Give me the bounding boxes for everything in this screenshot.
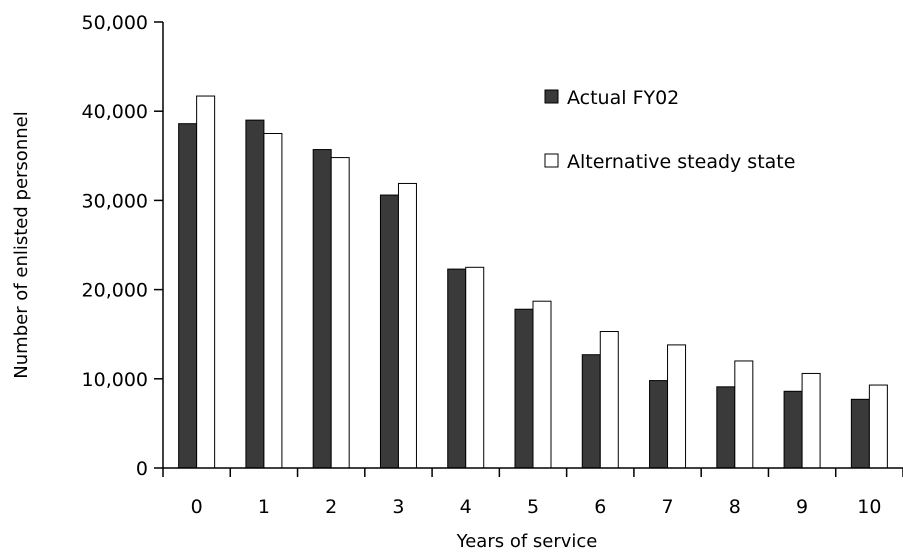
bar-alternative-steady-state-4 [465,266,485,469]
bar-alternative-steady-state-6 [599,331,619,469]
y-tick-label-10000: 10,000 [82,369,148,391]
bar-actual-fy02-10 [850,398,870,469]
y-tick-label-30000: 30,000 [82,190,148,212]
bar-alternative-steady-state-9 [801,372,821,469]
y-tick-label-20000: 20,000 [82,280,148,302]
bar-actual-fy02-2 [312,149,332,469]
x-tick-label-7: 7 [661,496,673,518]
x-axis-title: Years of service [456,531,598,552]
bar-actual-fy02-0 [178,123,198,469]
y-axis-title: Number of enlisted personnel [11,111,32,378]
bar-alternative-steady-state-7 [667,344,687,469]
bar-actual-fy02-9 [783,390,803,469]
bar-actual-fy02-4 [447,268,467,469]
x-tick-label-6: 6 [594,496,606,518]
bar-actual-fy02-6 [581,354,601,469]
y-tick-label-50000: 50,000 [82,12,148,34]
bar-alternative-steady-state-10 [868,384,888,469]
bar-alternative-steady-state-0 [196,95,216,469]
bar-actual-fy02-1 [245,119,265,469]
legend-swatch-actual-fy02 [544,89,559,104]
bar-alternative-steady-state-2 [330,157,350,469]
y-axis-ticks: 0 10,000 20,000 30,000 40,000 50,000 [82,12,163,480]
x-tick-label-4: 4 [460,496,472,518]
bar-alternative-steady-state-5 [532,300,552,469]
x-tick-label-9: 9 [796,496,808,518]
legend-label-actual-fy02: Actual FY02 [567,87,679,109]
bar-alternative-steady-state-3 [397,182,417,469]
bar-actual-fy02-5 [514,308,534,469]
legend-label-alternative-steady-state: Alternative steady state [567,151,795,173]
bar-alternative-steady-state-1 [263,133,283,469]
x-axis-ticks: 0 1 2 3 4 5 6 7 8 9 10 [162,468,903,518]
x-tick-label-5: 5 [527,496,539,518]
x-tick-label-1: 1 [258,496,270,518]
bar-alternative-steady-state-8 [734,360,754,469]
bar-actual-fy02-7 [649,380,669,469]
x-tick-label-2: 2 [325,496,337,518]
legend: Actual FY02 Alternative steady state [544,87,795,173]
x-tick-label-10: 10 [857,496,881,518]
x-tick-label-3: 3 [392,496,404,518]
bars-group [178,95,888,469]
legend-swatch-alternative-steady-state [544,153,559,168]
bar-actual-fy02-8 [716,386,736,469]
bar-actual-fy02-3 [379,194,399,469]
x-tick-label-0: 0 [191,496,203,518]
y-tick-label-40000: 40,000 [82,101,148,123]
y-tick-label-0: 0 [136,458,148,480]
x-tick-label-8: 8 [729,496,741,518]
